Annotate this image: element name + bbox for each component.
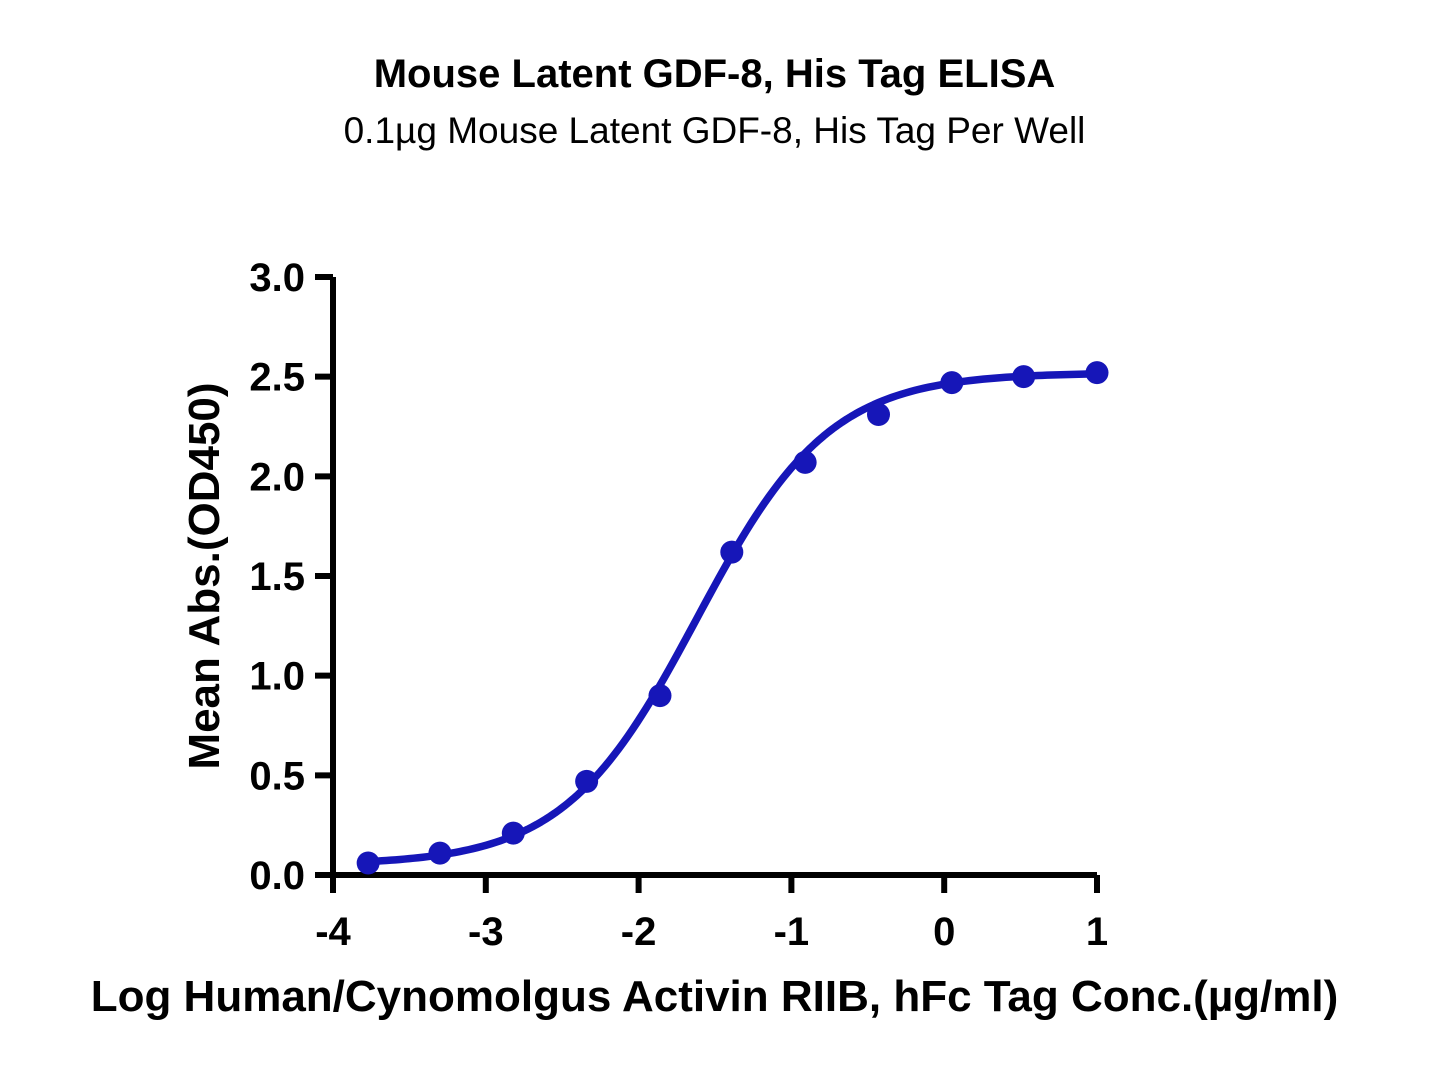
dose-response-curve — [364, 370, 1101, 866]
data-point — [1085, 361, 1109, 385]
data-point — [1012, 365, 1036, 389]
fit-curve — [364, 370, 1101, 866]
data-point — [940, 371, 964, 395]
x-tick-label: -3 — [468, 910, 504, 954]
data-points — [356, 361, 1109, 875]
axes — [330, 277, 1097, 878]
chart-subtitle: 0.1µg Mouse Latent GDF-8, His Tag Per We… — [343, 110, 1086, 151]
x-tick-label: 1 — [1086, 910, 1108, 954]
y-tick-label: 1.5 — [249, 555, 305, 599]
x-tick-label: -1 — [774, 910, 810, 954]
y-tick-label: 0.5 — [249, 754, 305, 798]
chart-title: Mouse Latent GDF-8, His Tag ELISA — [373, 52, 1056, 96]
x-axis-label: Log Human/Cynomolgus Activin RIIB, hFc T… — [90, 972, 1339, 1021]
data-point — [501, 821, 525, 845]
x-tick-label: -4 — [315, 910, 351, 954]
axis-tick-labels: -4 -3 -2 -1 0 1 0.0 0.5 1.0 1.5 2.0 2.5 3.0 — [249, 256, 1108, 954]
y-tick-label: 3.0 — [249, 256, 305, 300]
data-point — [575, 769, 599, 793]
x-tick-label: -2 — [621, 910, 657, 954]
y-tick-label: 2.0 — [249, 455, 305, 499]
data-point — [720, 540, 744, 564]
y-tick-label: 0.0 — [249, 854, 305, 898]
data-point — [428, 841, 452, 865]
y-tick-label: 2.5 — [249, 356, 305, 400]
axis-line — [330, 277, 1097, 878]
data-point — [866, 403, 890, 427]
y-tick-label: 1.0 — [249, 655, 305, 699]
data-point — [793, 450, 817, 474]
x-tick-label: 0 — [933, 910, 955, 954]
data-point — [648, 684, 672, 708]
axis-ticks — [315, 274, 1100, 893]
data-point — [356, 851, 380, 875]
